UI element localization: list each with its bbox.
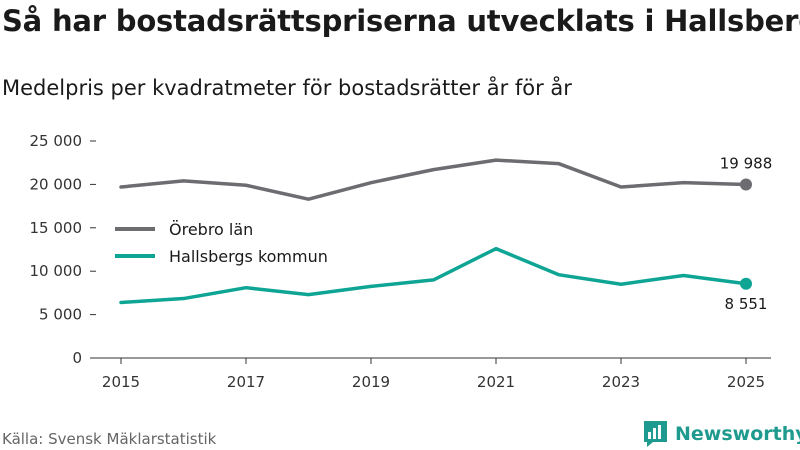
legend-label-1: Hallsbergs kommun	[169, 247, 328, 266]
series-line-1	[119, 246, 748, 305]
series-end-label-1: 8 551	[725, 295, 768, 313]
y-tick-label: 0	[72, 349, 82, 367]
legend-label-0: Örebro län	[169, 220, 253, 239]
x-tick-label: 2023	[602, 373, 640, 391]
y-tick-label: 15 000	[30, 219, 83, 237]
y-tick-label: 10 000	[30, 262, 83, 280]
series-end-marker-1	[740, 277, 752, 290]
x-tick-label: 2019	[352, 373, 390, 391]
newsworthy-logo-icon	[644, 421, 667, 447]
y-tick-label: 25 000	[30, 132, 83, 150]
x-tick-label: 2017	[227, 373, 265, 391]
x-tick-label: 2025	[727, 373, 765, 391]
y-tick-label: 20 000	[30, 175, 83, 193]
source-note: Källa: Svensk Mäklarstatistik	[2, 430, 217, 448]
series-line-0	[119, 158, 748, 201]
series-end-label-0: 19 988	[720, 155, 773, 173]
series-end-marker-0	[740, 178, 752, 191]
brand-name: Newsworthy	[675, 423, 800, 445]
x-tick-label: 2015	[102, 373, 140, 391]
y-tick-label: 5 000	[39, 306, 82, 324]
chart-title: Så har bostadsrättspriserna utvecklats i…	[2, 4, 800, 38]
chart-subtitle: Medelpris per kvadratmeter för bostadsrä…	[2, 76, 572, 100]
x-tick-label: 2021	[477, 373, 515, 391]
brand-logo: Newsworthy	[643, 420, 800, 448]
